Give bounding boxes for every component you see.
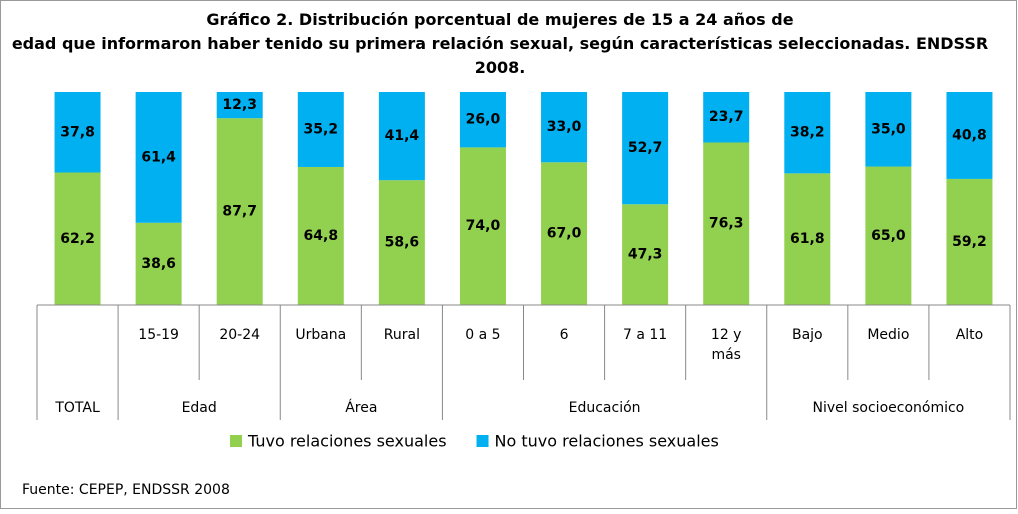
category-label: 7 a 11 bbox=[623, 327, 667, 343]
value-label: 61,4 bbox=[141, 149, 176, 165]
bar-segment bbox=[703, 142, 750, 305]
bar-segment bbox=[54, 172, 101, 305]
bar-segment bbox=[297, 92, 344, 167]
value-label: 58,6 bbox=[385, 235, 420, 251]
bar-segment bbox=[946, 92, 993, 179]
bar-segment bbox=[703, 92, 750, 143]
chart-title: Gráfico 2. Distribución porcentual de mu… bbox=[12, 10, 988, 77]
legend-label: Tuvo relaciones sexuales bbox=[247, 432, 447, 451]
value-label: 23,7 bbox=[709, 109, 744, 125]
bar-segment bbox=[541, 92, 588, 163]
category-label: Urbana bbox=[295, 327, 346, 343]
group-label: Educación bbox=[569, 400, 641, 416]
bar-segment bbox=[54, 92, 101, 173]
bar-segment bbox=[459, 147, 506, 305]
value-label: 67,0 bbox=[547, 226, 582, 242]
category-label: Alto bbox=[956, 327, 984, 343]
category-label: Medio bbox=[867, 327, 909, 343]
bar-segment bbox=[541, 162, 588, 305]
bar-segment bbox=[622, 92, 669, 205]
category-label: 20-24 bbox=[219, 327, 260, 343]
group-label: TOTAL bbox=[54, 400, 100, 416]
value-label: 76,3 bbox=[709, 216, 744, 232]
value-label: 38,2 bbox=[790, 125, 825, 141]
value-label: 35,0 bbox=[871, 121, 906, 137]
bar-segment bbox=[784, 92, 831, 174]
value-label: 59,2 bbox=[952, 234, 987, 250]
category-label: 12 y más bbox=[711, 327, 742, 363]
value-label: 47,3 bbox=[628, 247, 663, 263]
bar-segment bbox=[378, 180, 425, 305]
value-label: 64,8 bbox=[304, 228, 339, 244]
bar-segment bbox=[216, 92, 263, 119]
group-label: Nivel socioeconómico bbox=[813, 400, 965, 416]
category-label: Bajo bbox=[792, 327, 823, 343]
legend-label: No tuvo relaciones sexuales bbox=[495, 432, 719, 451]
category-label: Rural bbox=[384, 327, 420, 343]
bar-segment bbox=[946, 178, 993, 305]
value-label: 52,7 bbox=[628, 140, 663, 156]
group-label: Edad bbox=[182, 400, 217, 416]
bar-segment bbox=[216, 118, 263, 305]
value-label: 35,2 bbox=[304, 121, 339, 137]
legend-swatch bbox=[230, 435, 242, 447]
bar-segment bbox=[865, 166, 912, 305]
bar-segment bbox=[784, 173, 831, 305]
category-label: 15-19 bbox=[138, 327, 179, 343]
category-label: 0 a 5 bbox=[465, 327, 500, 343]
value-label: 41,4 bbox=[385, 128, 420, 144]
value-label: 38,6 bbox=[141, 256, 176, 272]
legend-swatch bbox=[476, 435, 489, 447]
value-label: 87,7 bbox=[222, 204, 257, 220]
value-label: 37,8 bbox=[60, 124, 95, 140]
bar-segment bbox=[297, 166, 344, 305]
value-label: 12,3 bbox=[222, 97, 257, 113]
bar-segment bbox=[865, 92, 912, 167]
value-label: 65,0 bbox=[871, 228, 906, 244]
value-label: 26,0 bbox=[466, 112, 501, 128]
bar-segment bbox=[622, 204, 669, 305]
value-label: 74,0 bbox=[466, 218, 501, 234]
value-label: 62,2 bbox=[60, 231, 95, 247]
category-label: 6 bbox=[560, 327, 569, 343]
bar-segment bbox=[459, 92, 506, 148]
bar-segment bbox=[135, 222, 182, 305]
source: Fuente: CEPEP, ENDSSR 2008 bbox=[22, 482, 230, 498]
bar-segment bbox=[135, 92, 182, 223]
bar-segment bbox=[378, 92, 425, 181]
value-label: 61,8 bbox=[790, 231, 825, 247]
group-label: Área bbox=[345, 399, 377, 416]
value-label: 33,0 bbox=[547, 119, 582, 135]
value-label: 40,8 bbox=[952, 127, 987, 143]
